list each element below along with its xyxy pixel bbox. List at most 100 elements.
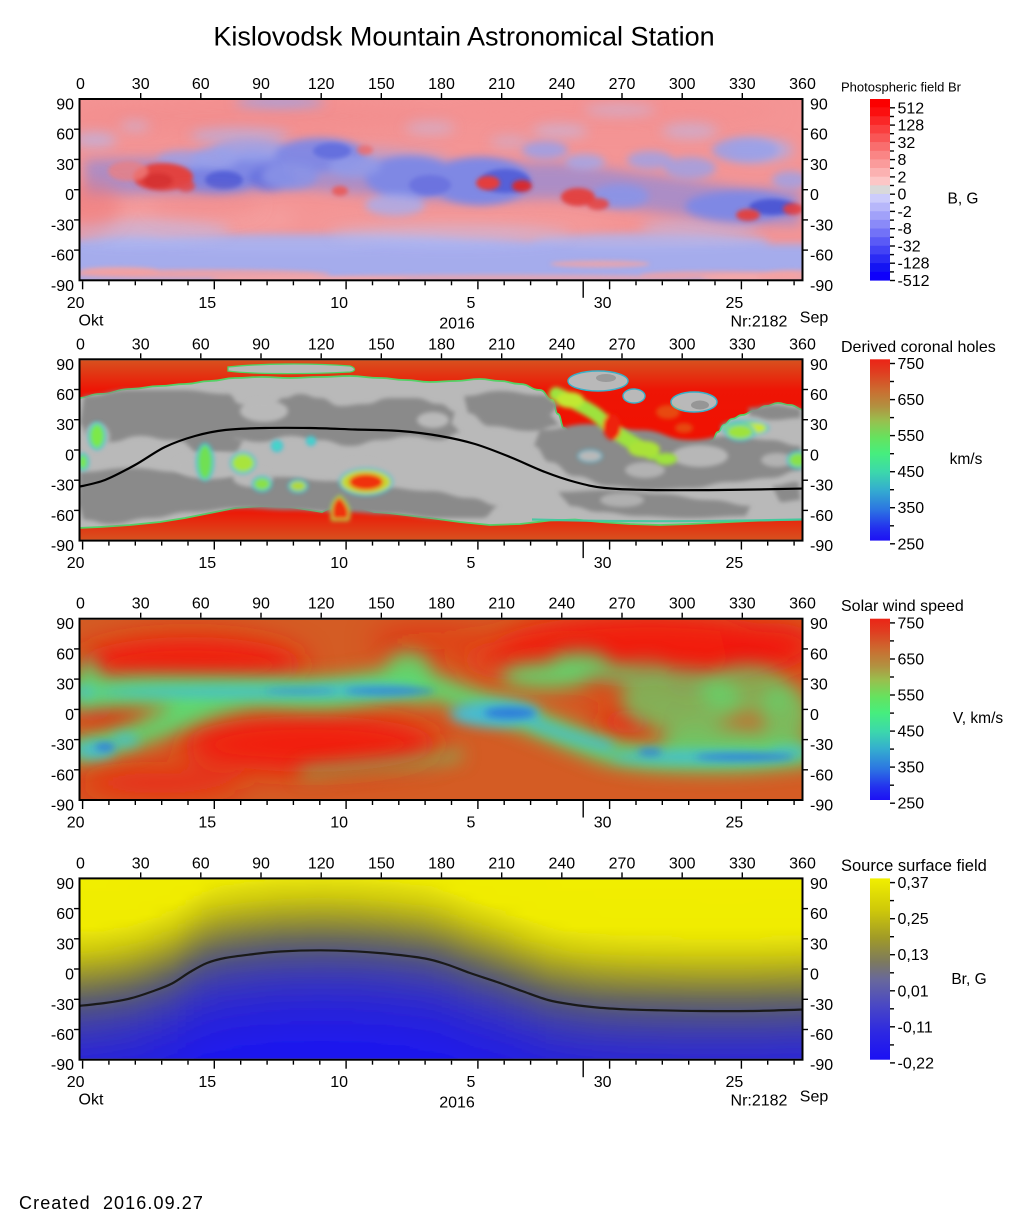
svg-text:-60: -60 — [810, 1027, 833, 1044]
svg-text:0: 0 — [65, 707, 74, 724]
svg-text:250: 250 — [898, 796, 925, 813]
svg-text:30: 30 — [594, 295, 612, 312]
svg-text:-60: -60 — [51, 767, 74, 784]
svg-text:2016: 2016 — [439, 1095, 475, 1112]
svg-text:750: 750 — [898, 615, 925, 632]
svg-text:-90: -90 — [51, 798, 74, 815]
svg-text:-90: -90 — [810, 538, 833, 555]
svg-text:0: 0 — [810, 967, 819, 984]
svg-text:30: 30 — [810, 677, 828, 694]
svg-text:-32: -32 — [898, 239, 921, 256]
svg-text:330: 330 — [729, 76, 756, 93]
svg-text:-30: -30 — [51, 997, 74, 1014]
svg-text:240: 240 — [548, 855, 575, 872]
svg-text:60: 60 — [56, 906, 74, 923]
svg-text:120: 120 — [308, 596, 335, 613]
svg-text:30: 30 — [810, 157, 828, 174]
svg-text:2016: 2016 — [439, 315, 475, 332]
svg-text:-60: -60 — [51, 1027, 74, 1044]
svg-text:0: 0 — [65, 967, 74, 984]
svg-text:5: 5 — [466, 555, 475, 572]
svg-text:60: 60 — [192, 596, 210, 613]
svg-text:30: 30 — [132, 76, 150, 93]
svg-text:180: 180 — [428, 336, 455, 353]
svg-text:90: 90 — [56, 616, 74, 633]
svg-text:300: 300 — [669, 76, 696, 93]
svg-text:150: 150 — [368, 336, 395, 353]
svg-text:Photospheric field Br: Photospheric field Br — [841, 80, 962, 95]
svg-text:Sep: Sep — [800, 309, 829, 326]
svg-text:25: 25 — [726, 1074, 744, 1091]
svg-text:90: 90 — [810, 616, 828, 633]
svg-text:550: 550 — [898, 428, 925, 445]
svg-text:360: 360 — [789, 855, 816, 872]
svg-text:-30: -30 — [810, 737, 833, 754]
svg-text:60: 60 — [810, 646, 828, 663]
svg-text:30: 30 — [56, 677, 74, 694]
svg-text:-60: -60 — [51, 508, 74, 525]
svg-text:60: 60 — [192, 855, 210, 872]
svg-text:-90: -90 — [810, 798, 833, 815]
svg-text:10: 10 — [330, 1074, 348, 1091]
svg-text:180: 180 — [428, 855, 455, 872]
svg-text:0: 0 — [76, 855, 85, 872]
svg-text:60: 60 — [56, 646, 74, 663]
svg-text:120: 120 — [308, 336, 335, 353]
svg-text:60: 60 — [56, 127, 74, 144]
svg-text:240: 240 — [548, 336, 575, 353]
svg-text:90: 90 — [810, 97, 828, 114]
svg-text:90: 90 — [810, 876, 828, 893]
svg-text:-30: -30 — [51, 217, 74, 234]
svg-text:0,37: 0,37 — [898, 875, 929, 892]
svg-text:30: 30 — [56, 936, 74, 953]
svg-text:270: 270 — [609, 76, 636, 93]
svg-text:90: 90 — [252, 596, 270, 613]
svg-text:km/s: km/s — [950, 451, 983, 468]
svg-text:360: 360 — [789, 596, 816, 613]
svg-text:210: 210 — [488, 855, 515, 872]
svg-text:550: 550 — [898, 688, 925, 705]
svg-text:30: 30 — [594, 815, 612, 832]
svg-text:360: 360 — [789, 336, 816, 353]
svg-text:450: 450 — [898, 464, 925, 481]
svg-text:20: 20 — [67, 1074, 85, 1091]
svg-text:240: 240 — [548, 596, 575, 613]
svg-text:5: 5 — [466, 295, 475, 312]
svg-text:0: 0 — [65, 187, 74, 204]
svg-text:250: 250 — [898, 536, 925, 553]
svg-text:270: 270 — [609, 855, 636, 872]
svg-text:350: 350 — [898, 500, 925, 517]
svg-text:210: 210 — [488, 336, 515, 353]
svg-text:Derived coronal holes: Derived coronal holes — [841, 339, 996, 356]
svg-text:5: 5 — [466, 815, 475, 832]
svg-text:30: 30 — [132, 336, 150, 353]
svg-text:-30: -30 — [51, 478, 74, 495]
svg-text:120: 120 — [308, 76, 335, 93]
svg-text:30: 30 — [594, 555, 612, 572]
svg-text:Nr:2182: Nr:2182 — [731, 1093, 788, 1110]
svg-text:-30: -30 — [810, 217, 833, 234]
svg-text:32: 32 — [898, 135, 916, 152]
svg-text:512: 512 — [898, 100, 925, 117]
svg-text:2: 2 — [898, 169, 907, 186]
svg-text:15: 15 — [198, 815, 216, 832]
svg-text:360: 360 — [789, 76, 816, 93]
svg-text:-512: -512 — [898, 273, 930, 290]
svg-text:-90: -90 — [810, 1057, 833, 1074]
svg-text:90: 90 — [56, 357, 74, 374]
svg-text:180: 180 — [428, 596, 455, 613]
svg-text:20: 20 — [67, 295, 85, 312]
svg-text:V, km/s: V, km/s — [953, 710, 1003, 727]
svg-text:90: 90 — [810, 357, 828, 374]
svg-text:30: 30 — [810, 417, 828, 434]
svg-text:-0,22: -0,22 — [898, 1055, 935, 1072]
svg-text:-0,11: -0,11 — [898, 1019, 933, 1036]
svg-text:210: 210 — [488, 596, 515, 613]
svg-text:90: 90 — [56, 97, 74, 114]
svg-text:30: 30 — [56, 417, 74, 434]
svg-text:330: 330 — [729, 336, 756, 353]
svg-text:-90: -90 — [51, 278, 74, 295]
svg-text:-30: -30 — [810, 478, 833, 495]
svg-text:Okt: Okt — [79, 1092, 104, 1109]
svg-text:0,13: 0,13 — [898, 947, 929, 964]
